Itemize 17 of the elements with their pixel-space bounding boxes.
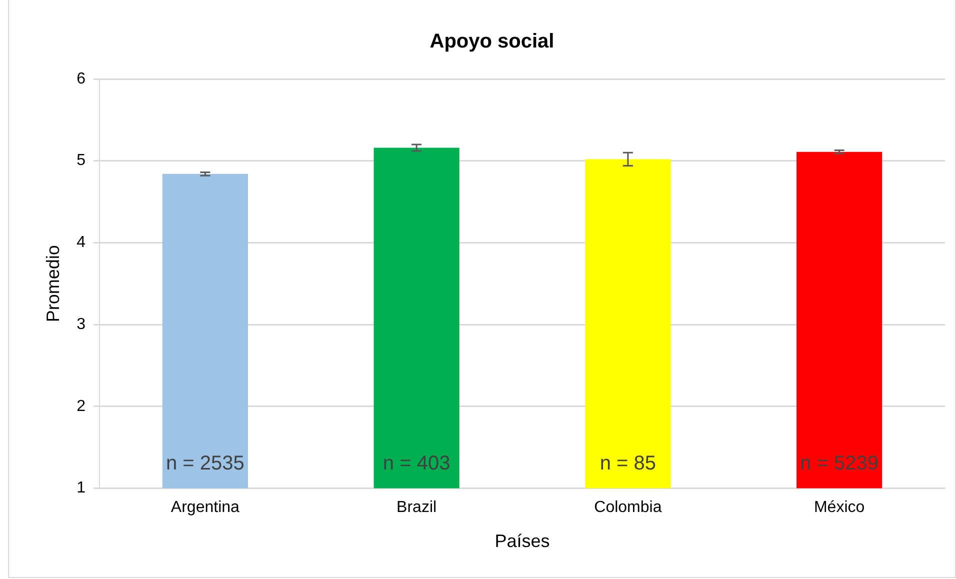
x-tick-label: Brazil: [396, 499, 437, 516]
y-tick-label: 5: [76, 152, 86, 170]
x-axis-title: Países: [494, 531, 550, 552]
x-tick-label: México: [814, 499, 865, 516]
y-tick-label: 1: [76, 480, 86, 497]
annotation: n = 85: [600, 452, 656, 475]
y-axis-title: Promedio: [42, 245, 63, 322]
y-tick-label: 4: [76, 234, 86, 252]
chart-title: Apoyo social: [430, 30, 554, 53]
y-tick-label: 6: [76, 70, 86, 88]
y-tick-label: 3: [76, 316, 86, 333]
annotation: n = 2535: [166, 452, 244, 475]
annotation: n = 403: [382, 452, 450, 475]
y-tick-label: 2: [76, 398, 86, 415]
x-tick-label: Argentina: [170, 499, 240, 516]
x-tick-label: Colombia: [594, 499, 662, 516]
annotation: n = 5239: [800, 452, 879, 475]
